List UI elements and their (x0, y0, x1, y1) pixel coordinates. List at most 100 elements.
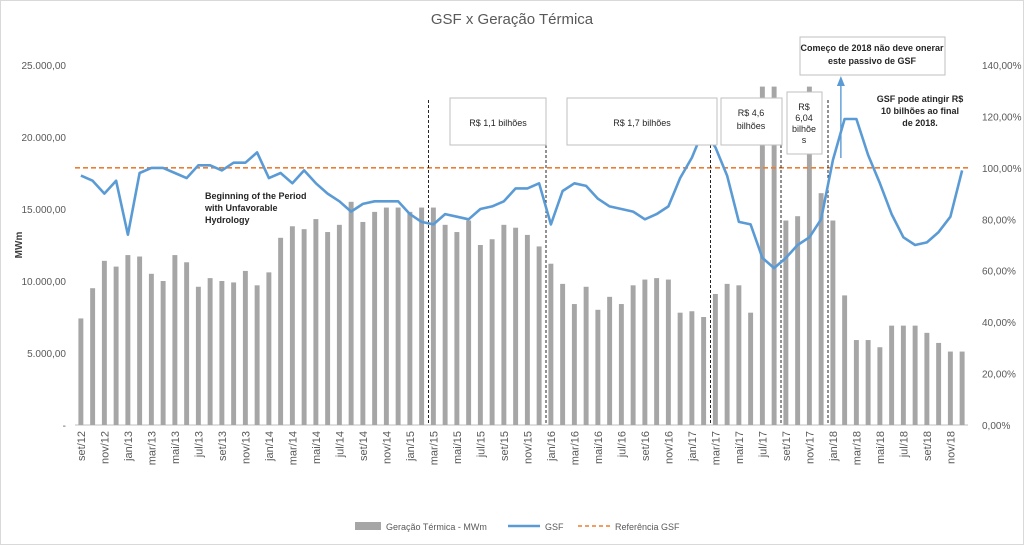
bar-set/15 (501, 224, 507, 425)
x-tick-label: jan/13 (123, 431, 135, 462)
y2-tick-label: 100,00% (982, 164, 1022, 175)
x-tick-label: mar/15 (428, 431, 440, 465)
x-tick-label: jan/15 (405, 431, 417, 462)
x-tick-label: mai/13 (170, 431, 182, 464)
bar-fev/15 (419, 207, 425, 425)
bar-jan/14 (266, 272, 272, 425)
annotation-text: with Unfavorable (204, 203, 278, 213)
y2-tick-label: 20,00% (982, 370, 1016, 381)
annotation-text: 10 bilhões ao final (881, 106, 959, 116)
bar-set/14 (360, 221, 366, 425)
annotation-text: bilhõe (792, 124, 816, 134)
bar-nov/18 (947, 351, 953, 425)
bar-abr/13 (160, 281, 166, 425)
bar-mai/17 (736, 285, 742, 425)
annotation-text: de 2018. (902, 118, 938, 128)
bar-mar/15 (430, 207, 436, 425)
annotation-text: s (802, 135, 807, 145)
bar-mai/18 (877, 347, 883, 425)
annotation-text: GSF pode atingir R$ (877, 94, 964, 104)
annotation-text: Hydrology (205, 215, 250, 225)
x-tick-label: jul/15 (475, 431, 487, 458)
bar-set/16 (642, 279, 648, 425)
annotation-arrow-head (836, 76, 845, 86)
annotation-text: bilhões (737, 121, 766, 131)
x-tick-label: jul/16 (616, 431, 628, 458)
bar-ago/13 (207, 278, 213, 425)
legend-label-gsf: GSF (545, 522, 564, 532)
bar-abr/14 (301, 229, 307, 425)
y2-tick-label: 120,00% (982, 112, 1022, 123)
bar-mar/13 (148, 273, 154, 425)
annotation-box (786, 91, 823, 155)
bar-dez/14 (395, 207, 401, 425)
bar-nov/12 (101, 260, 107, 425)
y-tick-label: 15.000,00 (22, 205, 67, 216)
x-tick-label: mar/13 (146, 431, 158, 465)
bar-out/18 (936, 342, 942, 425)
bar-set/17 (783, 220, 789, 425)
bar-out/16 (654, 278, 660, 425)
bar-fev/17 (701, 317, 707, 425)
x-tick-label: set/17 (781, 431, 793, 461)
y2-tick-label: 60,00% (982, 267, 1016, 278)
bar-mai/15 (454, 232, 460, 425)
annotation-text: 6,04 (795, 113, 813, 123)
bar-jun/16 (607, 296, 613, 425)
x-tick-label: nov/14 (381, 431, 393, 464)
annotation-box (449, 97, 547, 146)
bar-jan/17 (689, 311, 695, 425)
bar-nov/16 (665, 279, 671, 425)
y-tick-label: 20.000,00 (22, 133, 67, 144)
annotation-box (566, 97, 718, 146)
bar-jan/15 (407, 211, 413, 425)
legend-swatch-bars (355, 522, 381, 530)
bar-out/15 (513, 227, 519, 425)
x-tick-label: jul/18 (898, 431, 910, 458)
bar-abr/15 (442, 224, 448, 425)
x-tick-label: set/12 (76, 431, 88, 461)
x-tick-label: set/14 (358, 431, 370, 461)
gsf-line (80, 117, 964, 270)
y-tick-label: 10.000,00 (22, 277, 67, 288)
annotation-text: R$ (798, 102, 810, 112)
x-tick-label: jan/14 (264, 431, 276, 462)
y-tick-label: 25.000,00 (22, 61, 67, 72)
bar-out/14 (372, 211, 378, 425)
y-axis-ticks: - 5.000,00 10.000,00 15.000,00 20.000,00 25.0… (22, 61, 67, 432)
legend: Geração Térmica - MWm GSF Referência GSF (355, 522, 680, 532)
x-tick-label: jul/14 (334, 431, 346, 458)
x-tick-label: mai/14 (311, 431, 323, 464)
bar-dez/12 (113, 266, 119, 425)
bar-dez/13 (254, 285, 260, 425)
bar-fev/13 (137, 256, 143, 425)
bar-mar/16 (571, 304, 577, 425)
bar-jun/18 (889, 325, 895, 425)
annotation-text: Beginning of the Period (205, 191, 307, 201)
annotations: R$ 1,1 bilhões R$ 1,7 bilhões R$ 4,6 bilhõe… (204, 36, 964, 225)
x-tick-label: jul/17 (757, 431, 769, 458)
bar-abr/16 (583, 286, 589, 425)
y-tick-label: - (63, 421, 66, 432)
bar-fev/16 (560, 283, 566, 425)
annotation-box (799, 36, 946, 76)
bar-mai/16 (595, 309, 601, 425)
bar-mar/18 (853, 340, 859, 425)
bar-dez/16 (677, 312, 683, 425)
bar-jun/15 (466, 220, 472, 425)
bar-jan/16 (548, 263, 554, 425)
bar-fev/18 (842, 295, 848, 425)
bar-dez/15 (536, 246, 542, 425)
x-tick-label: nov/12 (99, 431, 111, 464)
x-tick-label: mai/18 (875, 431, 887, 464)
annotation-text: R$ 4,6 (738, 108, 765, 118)
bar-nov/17 (806, 86, 812, 425)
annotation-text: R$ 1,1 bilhões (469, 118, 527, 128)
x-tick-label: jul/13 (193, 431, 205, 458)
bar-out/17 (795, 216, 801, 425)
bar-ago/17 (771, 86, 777, 425)
bar-dez/17 (818, 193, 824, 425)
y2-tick-label: 0,00% (982, 421, 1010, 432)
bar-jul/13 (195, 286, 201, 425)
